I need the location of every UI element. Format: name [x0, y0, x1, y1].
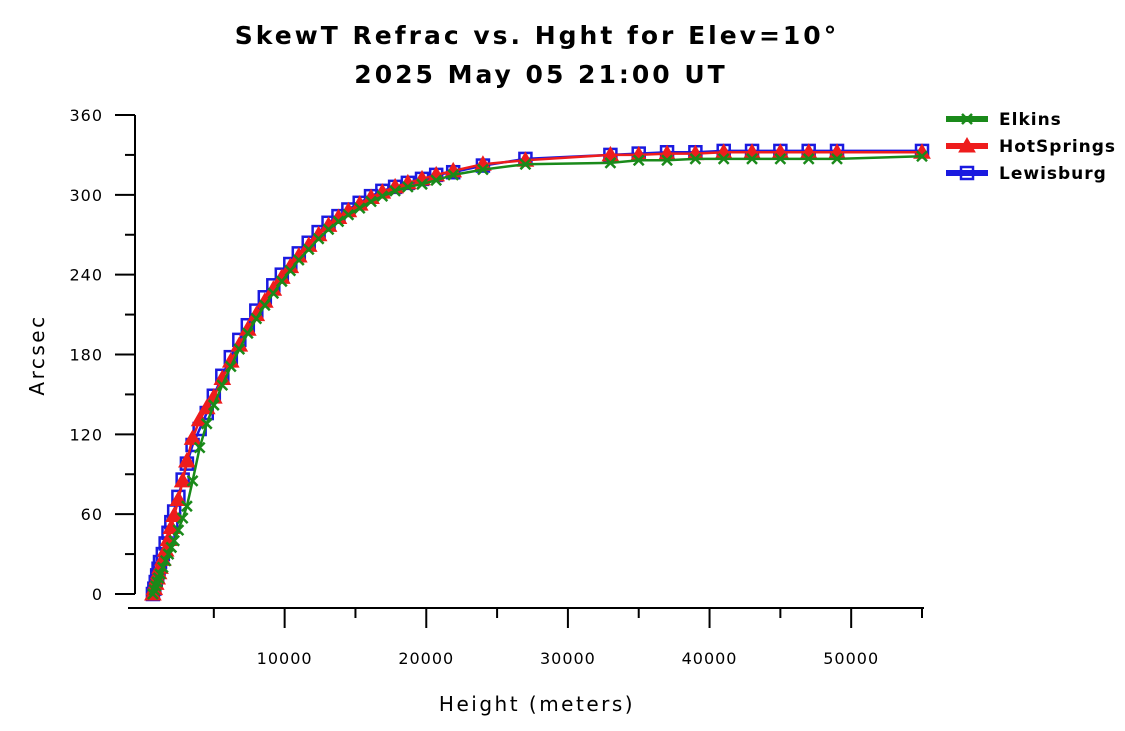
data-point-hotsprings [183, 429, 202, 445]
legend-label: HotSprings [999, 137, 1116, 157]
data-point-elkins [322, 223, 335, 236]
data-point-elkins [193, 441, 206, 454]
axes-group: 0 60 120 180 240 300 360 10000 20000 30000 40000 50… [69, 106, 924, 668]
chart-title: SkewT Refrac vs. Hght for Elev=10° [235, 21, 839, 50]
data-point-elkins [717, 153, 730, 165]
series-lewisburg [145, 143, 930, 602]
series-line-elkins [151, 154, 923, 595]
data-point-elkins [477, 163, 489, 176]
data-point-elkins [168, 534, 181, 547]
x-tick-label: 10000 [257, 649, 313, 668]
x-tick-label: 20000 [398, 649, 454, 668]
data-point-elkins [176, 512, 189, 525]
y-tick-label: 120 [69, 425, 103, 444]
y-tick-label: 60 [81, 505, 103, 524]
data-point-elkins [430, 174, 443, 187]
legend-label: Elkins [999, 110, 1062, 130]
data-point-elkins [292, 254, 305, 266]
data-point-elkins [275, 275, 288, 288]
data-point-elkins [661, 154, 673, 167]
data-point-elkins [447, 168, 460, 181]
data-point-elkins [604, 157, 617, 169]
data-point-elkins [154, 568, 166, 580]
x-tick-label: 50000 [823, 649, 879, 668]
series-layer [144, 143, 931, 602]
legend-swatch-marker [961, 113, 973, 125]
y-axis-label: Arcsec [25, 314, 49, 395]
data-point-elkins [267, 287, 280, 300]
legend: Elkins HotSprings Lewisburg [946, 110, 1116, 184]
y-tick-label: 180 [69, 346, 103, 365]
legend-item-hotsprings: HotSprings [946, 136, 1116, 157]
data-point-elkins [365, 195, 377, 208]
series-hotsprings [144, 143, 931, 601]
data-point-elkins [802, 153, 815, 165]
chart-subtitle: 2025 May 05 21:00 UT [354, 60, 727, 89]
data-point-elkins [172, 524, 185, 537]
data-point-elkins [186, 475, 199, 487]
data-point-elkins [519, 158, 532, 171]
data-point-elkins [156, 561, 169, 574]
data-point-elkins [200, 417, 213, 430]
data-point-elkins [284, 264, 297, 277]
data-point-elkins [389, 184, 401, 197]
data-point-elkins [302, 243, 315, 256]
data-point-elkins [216, 379, 229, 391]
legend-swatch-marker [959, 165, 975, 181]
data-point-elkins [376, 190, 389, 203]
y-tick-label: 300 [69, 186, 103, 205]
data-point-elkins [632, 154, 645, 167]
data-point-hotsprings [173, 471, 192, 488]
legend-label: Lewisburg [999, 164, 1107, 184]
data-point-elkins [258, 299, 271, 312]
data-point-elkins [401, 180, 414, 193]
data-point-elkins [241, 327, 254, 340]
data-point-elkins [224, 360, 237, 373]
data-point-elkins [332, 215, 345, 228]
data-point-elkins [416, 178, 428, 191]
data-point-elkins [312, 232, 325, 245]
series-line-hotsprings [151, 151, 922, 595]
data-point-elkins [162, 548, 175, 560]
data-point-elkins [746, 153, 758, 165]
legend-item-elkins: Elkins [946, 110, 1062, 130]
data-point-elkins [689, 153, 702, 165]
data-point-elkins [831, 153, 843, 165]
series-elkins [147, 150, 928, 600]
data-point-elkins [916, 150, 928, 163]
data-point-elkins [207, 399, 220, 411]
legend-swatch-marker [958, 136, 976, 153]
y-tick-label: 0 [92, 585, 103, 604]
x-tick-label: 40000 [682, 649, 738, 668]
data-point-elkins [165, 541, 178, 554]
data-point-elkins [233, 343, 246, 356]
series-line-lewisburg [151, 149, 922, 595]
legend-item-lewisburg: Lewisburg [946, 164, 1107, 184]
y-tick-label: 240 [69, 266, 103, 285]
x-tick-label: 30000 [540, 649, 596, 668]
x-axis-label: Height (meters) [439, 692, 635, 716]
data-point-elkins [181, 500, 193, 513]
y-tick-label: 360 [69, 106, 103, 125]
data-point-elkins [250, 312, 263, 325]
data-point-elkins [353, 202, 366, 215]
data-point-elkins [342, 208, 355, 221]
data-point-elkins [774, 153, 787, 165]
data-point-hotsprings [178, 451, 196, 468]
data-point-elkins [159, 554, 172, 567]
